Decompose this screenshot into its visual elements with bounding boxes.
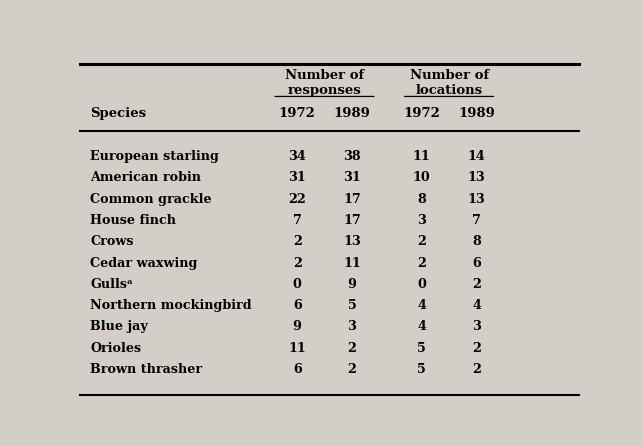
Text: 11: 11	[413, 150, 431, 163]
Text: Northern mockingbird: Northern mockingbird	[90, 299, 252, 312]
Text: Crows: Crows	[90, 235, 134, 248]
Text: 4: 4	[417, 299, 426, 312]
Text: 2: 2	[347, 342, 356, 355]
Text: 7: 7	[472, 214, 481, 227]
Text: 2: 2	[293, 235, 302, 248]
Text: 1972: 1972	[278, 107, 316, 120]
Text: 3: 3	[347, 320, 356, 333]
Text: 9: 9	[347, 278, 356, 291]
Text: 2: 2	[347, 363, 356, 376]
Text: 31: 31	[288, 171, 306, 184]
Text: 5: 5	[417, 342, 426, 355]
Text: 8: 8	[472, 235, 481, 248]
Text: 7: 7	[293, 214, 302, 227]
Text: 38: 38	[343, 150, 361, 163]
Text: 1989: 1989	[458, 107, 495, 120]
Text: 5: 5	[348, 299, 356, 312]
Text: 0: 0	[417, 278, 426, 291]
Text: 8: 8	[417, 193, 426, 206]
Text: 2: 2	[293, 256, 302, 269]
Text: Number of: Number of	[285, 69, 364, 83]
Text: House finch: House finch	[90, 214, 176, 227]
Text: 13: 13	[343, 235, 361, 248]
Text: 3: 3	[417, 214, 426, 227]
Text: Brown thrasher: Brown thrasher	[90, 363, 203, 376]
Text: 31: 31	[343, 171, 361, 184]
Text: Common grackle: Common grackle	[90, 193, 212, 206]
Text: 14: 14	[467, 150, 485, 163]
Text: 10: 10	[413, 171, 431, 184]
Text: locations: locations	[415, 84, 483, 97]
Text: 1989: 1989	[334, 107, 370, 120]
Text: 17: 17	[343, 193, 361, 206]
Text: European starling: European starling	[90, 150, 219, 163]
Text: 4: 4	[472, 299, 481, 312]
Text: Gullsᵃ: Gullsᵃ	[90, 278, 133, 291]
Text: Species: Species	[90, 107, 147, 120]
Text: 13: 13	[467, 171, 485, 184]
Text: Orioles: Orioles	[90, 342, 141, 355]
Text: American robin: American robin	[90, 171, 201, 184]
Text: Cedar waxwing: Cedar waxwing	[90, 256, 197, 269]
Text: 1972: 1972	[403, 107, 440, 120]
Text: 6: 6	[472, 256, 481, 269]
Text: 13: 13	[467, 193, 485, 206]
Text: 4: 4	[417, 320, 426, 333]
Text: 11: 11	[288, 342, 306, 355]
Text: 6: 6	[293, 299, 302, 312]
Text: 0: 0	[293, 278, 302, 291]
Text: 6: 6	[293, 363, 302, 376]
Text: 17: 17	[343, 214, 361, 227]
Text: 2: 2	[472, 278, 481, 291]
Text: Blue jay: Blue jay	[90, 320, 148, 333]
Text: 2: 2	[417, 256, 426, 269]
Text: 2: 2	[472, 363, 481, 376]
Text: 3: 3	[472, 320, 481, 333]
Text: responses: responses	[287, 84, 361, 97]
Text: 9: 9	[293, 320, 302, 333]
Text: 5: 5	[417, 363, 426, 376]
Text: 2: 2	[472, 342, 481, 355]
Text: Number of: Number of	[410, 69, 489, 83]
Text: 22: 22	[288, 193, 306, 206]
Text: 2: 2	[417, 235, 426, 248]
Text: 34: 34	[288, 150, 306, 163]
Text: 11: 11	[343, 256, 361, 269]
